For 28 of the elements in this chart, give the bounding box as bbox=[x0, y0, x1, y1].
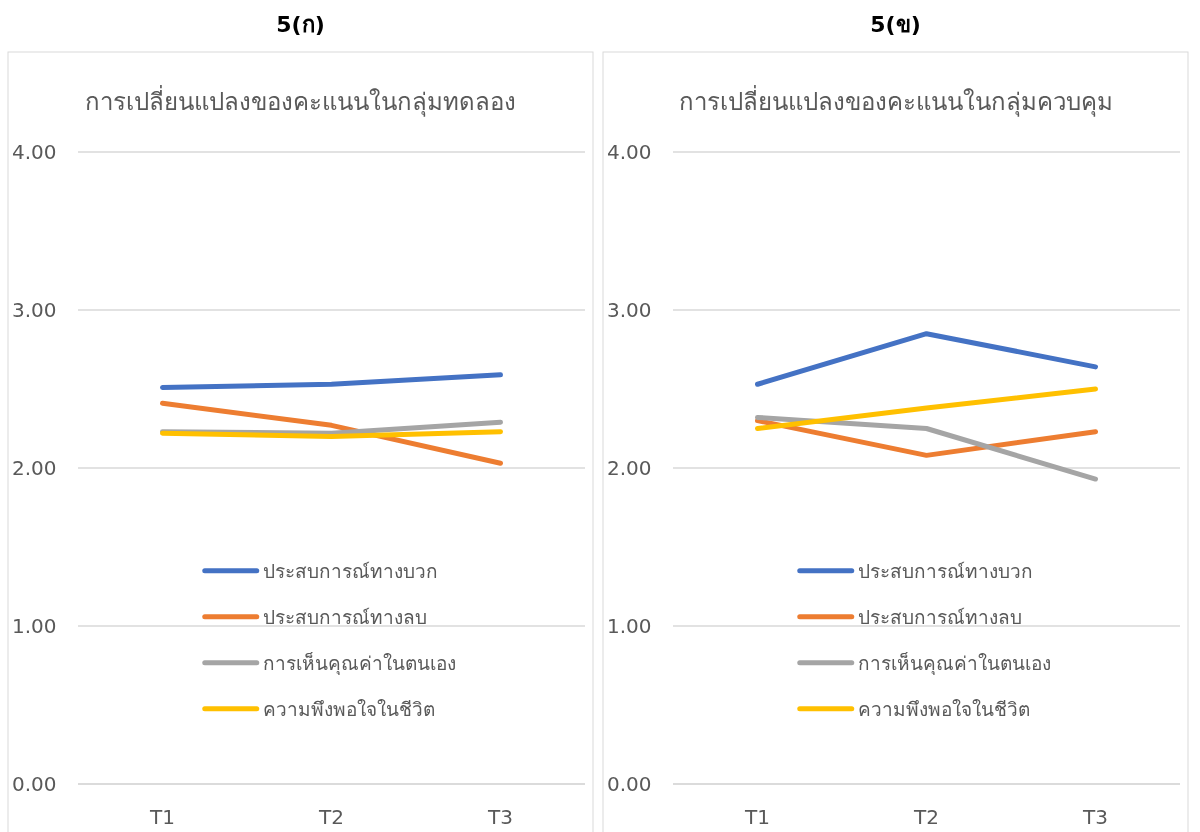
legend-label: ประสบการณ์ทางบวก bbox=[262, 559, 438, 582]
legend-label: ประสบการณ์ทางบวก bbox=[857, 559, 1033, 582]
y-tick-label: 2.00 bbox=[12, 456, 57, 480]
y-tick-label: 0.00 bbox=[12, 772, 57, 796]
y-tick-label: 3.00 bbox=[607, 298, 652, 322]
y-tick-label: 2.00 bbox=[607, 456, 652, 480]
x-tick-label: T2 bbox=[318, 805, 344, 829]
x-tick-label: T3 bbox=[487, 805, 513, 829]
legend-label: การเห็นคุณค่าในตนเอง bbox=[857, 650, 1051, 676]
x-tick-label: T3 bbox=[1082, 805, 1108, 829]
y-tick-label: 1.00 bbox=[607, 614, 652, 638]
y-tick-label: 4.00 bbox=[607, 140, 652, 164]
chart-title: 5(ก) bbox=[276, 12, 325, 37]
x-tick-label: T2 bbox=[913, 805, 939, 829]
chart-title: 5(ข) bbox=[870, 12, 921, 37]
legend-label: ความพึงพอใจในชีวิต bbox=[857, 697, 1030, 720]
legend-label: ประสบการณ์ทางลบ bbox=[857, 605, 1022, 628]
y-tick-label: 1.00 bbox=[12, 614, 57, 638]
legend-label: ความพึงพอใจในชีวิต bbox=[262, 697, 435, 720]
x-tick-label: T1 bbox=[744, 805, 770, 829]
legend-label: การเห็นคุณค่าในตนเอง bbox=[262, 650, 456, 676]
chart-subtitle: การเปลี่ยนแปลงของคะแนนในกลุ่มทดลอง bbox=[85, 85, 516, 117]
y-tick-label: 4.00 bbox=[12, 140, 57, 164]
y-tick-label: 0.00 bbox=[607, 772, 652, 796]
legend-label: ประสบการณ์ทางลบ bbox=[262, 605, 427, 628]
x-tick-label: T1 bbox=[149, 805, 175, 829]
chart-subtitle: การเปลี่ยนแปลงของคะแนนในกลุ่มควบคุม bbox=[678, 85, 1113, 117]
y-tick-label: 3.00 bbox=[12, 298, 57, 322]
